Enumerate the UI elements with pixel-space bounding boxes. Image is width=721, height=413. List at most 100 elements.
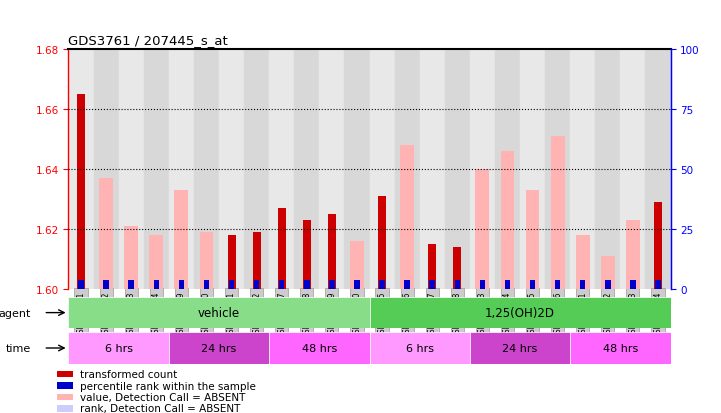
Bar — [479, 285, 486, 289]
Bar — [169, 332, 269, 364]
Bar — [500, 152, 514, 289]
Bar — [269, 50, 294, 289]
Bar — [169, 50, 194, 289]
Bar — [654, 285, 662, 289]
Bar — [57, 405, 73, 412]
Bar — [102, 285, 110, 289]
Bar — [228, 285, 235, 289]
Text: time: time — [6, 343, 31, 353]
Bar — [174, 190, 188, 289]
Bar — [228, 235, 236, 289]
Bar — [294, 50, 319, 289]
Bar — [204, 280, 209, 289]
Text: 24 hrs: 24 hrs — [503, 343, 538, 353]
Bar — [200, 232, 213, 289]
Bar — [179, 280, 184, 289]
Bar — [504, 285, 511, 289]
Bar — [278, 285, 286, 289]
Bar — [454, 280, 460, 289]
Bar — [77, 95, 85, 289]
Bar — [454, 247, 461, 289]
Bar — [551, 136, 565, 289]
Bar — [119, 50, 143, 289]
Bar — [430, 280, 435, 289]
Bar — [79, 280, 84, 289]
Bar — [576, 235, 590, 289]
Text: 48 hrs: 48 hrs — [301, 343, 337, 353]
Bar — [526, 190, 539, 289]
Bar — [403, 285, 411, 289]
Bar — [68, 50, 94, 289]
Bar — [378, 196, 386, 289]
Bar — [328, 214, 336, 289]
Bar — [528, 285, 536, 289]
Bar — [601, 256, 615, 289]
Bar — [350, 241, 364, 289]
Bar — [369, 332, 470, 364]
Bar — [57, 371, 73, 377]
Bar — [128, 285, 135, 289]
Bar — [570, 50, 596, 289]
Bar — [304, 280, 309, 289]
Bar — [580, 280, 585, 289]
Bar — [128, 280, 134, 289]
Bar — [68, 297, 370, 328]
Bar — [470, 50, 495, 289]
Bar — [379, 285, 386, 289]
Bar — [77, 285, 85, 289]
Bar — [278, 208, 286, 289]
Bar — [470, 332, 570, 364]
Bar — [68, 332, 169, 364]
Bar — [604, 285, 611, 289]
Bar — [143, 50, 169, 289]
Bar — [404, 280, 410, 289]
Bar — [605, 280, 611, 289]
Bar — [629, 285, 637, 289]
Bar — [303, 285, 311, 289]
Text: transformed count: transformed count — [80, 369, 177, 380]
Bar — [530, 280, 535, 289]
Bar — [445, 50, 470, 289]
Bar — [555, 280, 560, 289]
Text: rank, Detection Call = ABSENT: rank, Detection Call = ABSENT — [80, 404, 240, 413]
Text: GDS3761 / 207445_s_at: GDS3761 / 207445_s_at — [68, 34, 229, 47]
Bar — [379, 280, 385, 289]
Bar — [177, 285, 185, 289]
Bar — [369, 50, 394, 289]
Bar — [545, 50, 570, 289]
Bar — [345, 50, 369, 289]
Bar — [479, 280, 485, 289]
Text: 48 hrs: 48 hrs — [603, 343, 638, 353]
Bar — [328, 285, 336, 289]
Text: percentile rank within the sample: percentile rank within the sample — [80, 381, 256, 391]
Bar — [103, 280, 109, 289]
Bar — [505, 280, 510, 289]
Bar — [269, 332, 370, 364]
Bar — [94, 50, 119, 289]
Bar — [57, 382, 73, 389]
Bar — [279, 280, 285, 289]
Bar — [194, 50, 219, 289]
Bar — [579, 285, 586, 289]
Bar — [645, 50, 671, 289]
Text: 24 hrs: 24 hrs — [201, 343, 236, 353]
Bar — [244, 50, 269, 289]
Bar — [153, 285, 160, 289]
Bar — [654, 202, 662, 289]
Bar — [219, 50, 244, 289]
Bar — [353, 285, 360, 289]
Bar — [475, 169, 490, 289]
Bar — [454, 285, 461, 289]
Bar — [428, 285, 436, 289]
Bar — [57, 394, 73, 400]
Bar — [329, 280, 335, 289]
Bar — [620, 50, 645, 289]
Bar — [655, 280, 660, 289]
Text: agent: agent — [0, 308, 31, 318]
Text: 6 hrs: 6 hrs — [105, 343, 133, 353]
Bar — [394, 50, 420, 289]
Bar — [554, 285, 562, 289]
Bar — [303, 220, 311, 289]
Bar — [626, 220, 640, 289]
Bar — [252, 232, 261, 289]
